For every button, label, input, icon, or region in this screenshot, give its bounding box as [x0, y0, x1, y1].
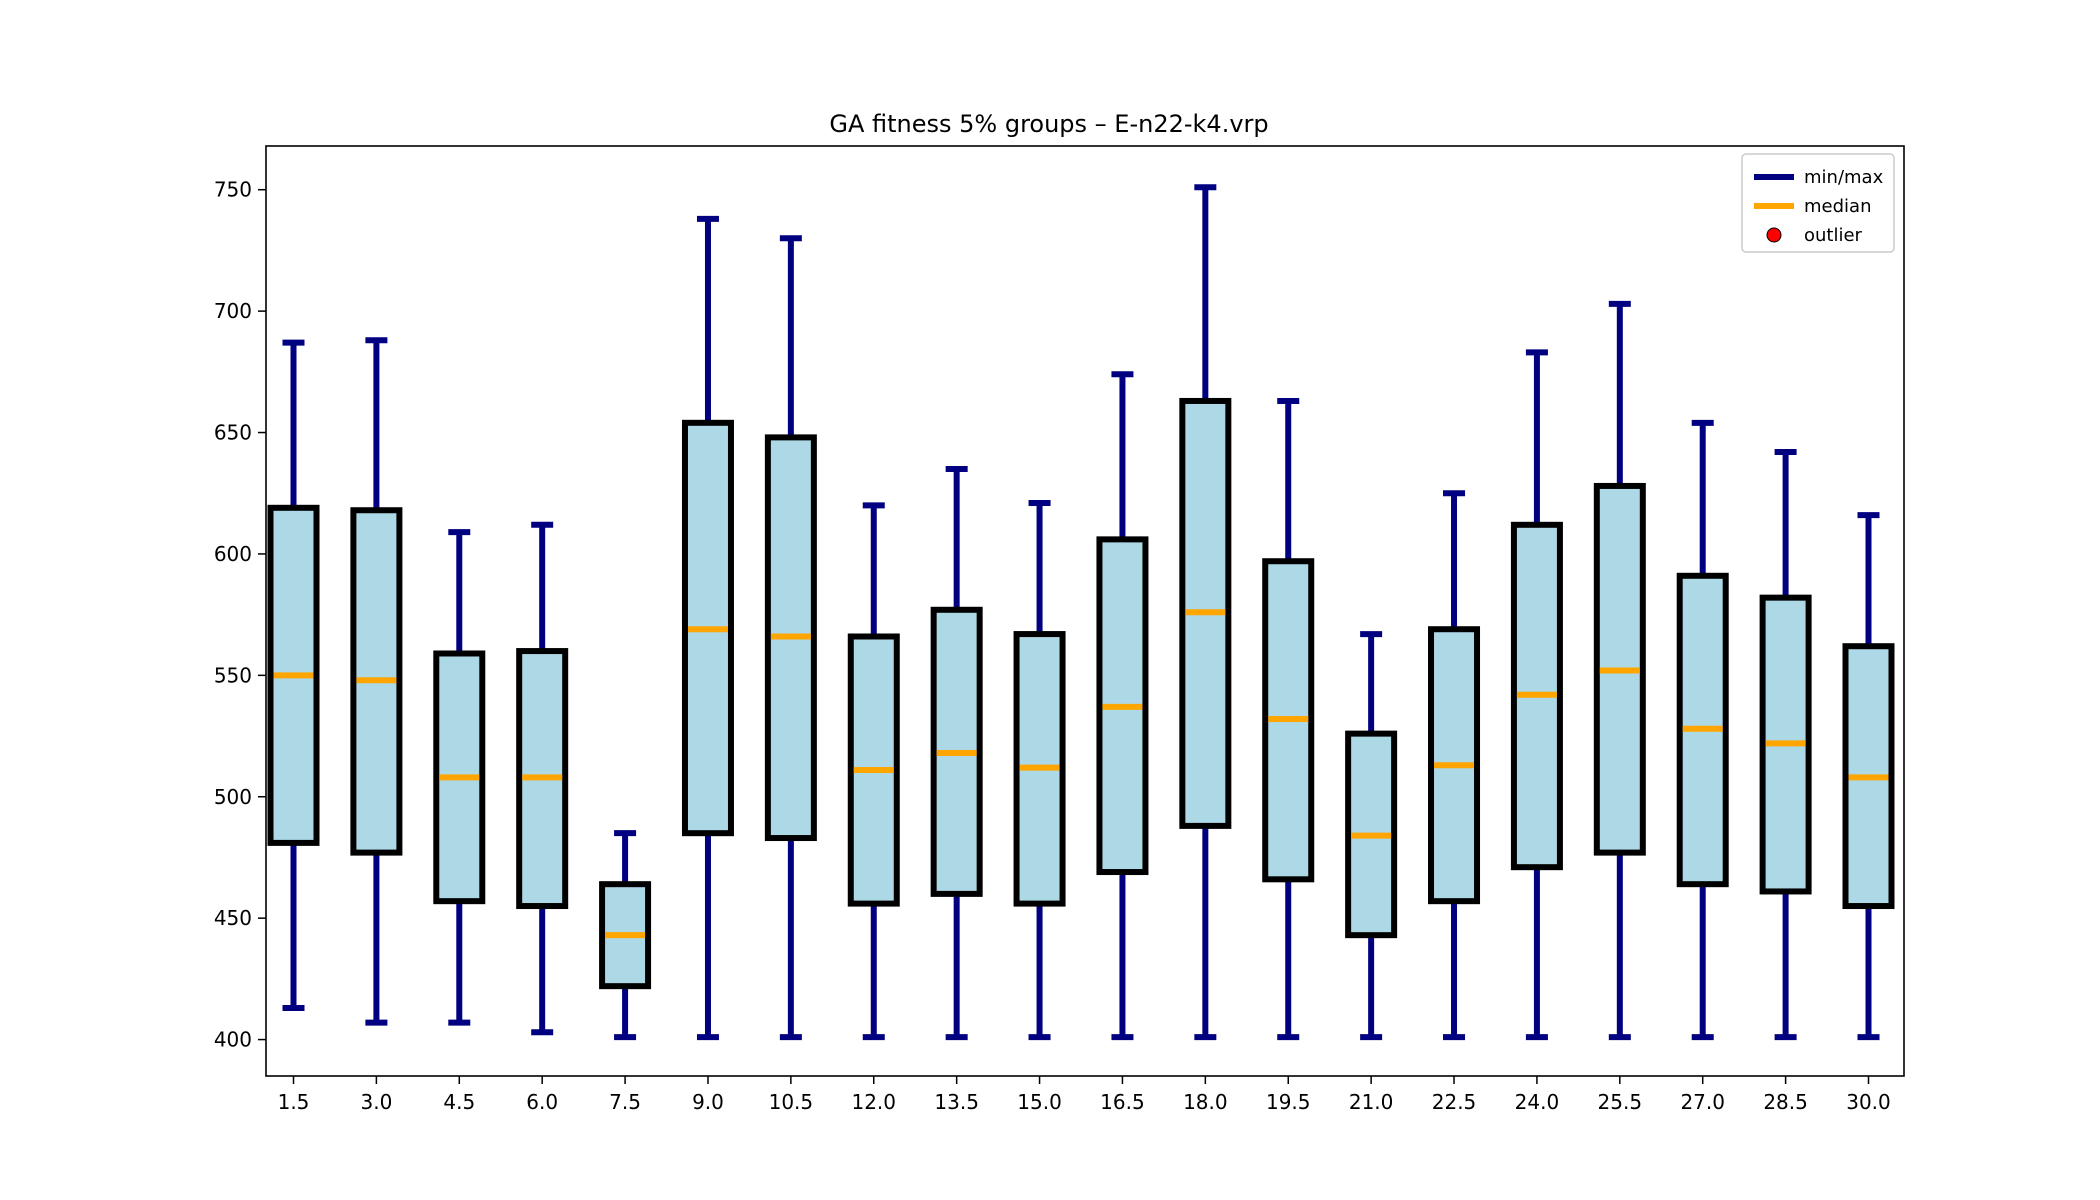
- x-tick-label: 30.0: [1846, 1090, 1891, 1114]
- x-tick-label: 12.0: [851, 1090, 896, 1114]
- y-tick-label: 750: [214, 178, 252, 202]
- x-tick-label: 13.5: [934, 1090, 979, 1114]
- y-tick-label: 600: [214, 542, 252, 566]
- x-tick-label: 15.0: [1017, 1090, 1062, 1114]
- x-tick-label: 4.5: [443, 1090, 475, 1114]
- x-tick-label: 16.5: [1100, 1090, 1145, 1114]
- box-group-24.0: [1510, 349, 1563, 1041]
- x-tick-label: 27.0: [1680, 1090, 1725, 1114]
- y-tick-label: 500: [214, 785, 252, 809]
- box-group-12.0: [847, 502, 900, 1041]
- y-tick-label: 700: [214, 299, 252, 323]
- x-tick-label: 22.5: [1432, 1090, 1477, 1114]
- box-group-7.5: [599, 830, 652, 1041]
- legend-label: min/max: [1804, 167, 1884, 188]
- x-tick-label: 25.5: [1598, 1090, 1643, 1114]
- box-group-1.5: [267, 339, 320, 1012]
- plot-frame: [265, 145, 1905, 1077]
- y-tick-label: 650: [214, 421, 252, 445]
- legend: min/max median outlier: [1741, 153, 1895, 253]
- x-tick-label: 28.5: [1763, 1090, 1808, 1114]
- x-tick-label: 24.0: [1515, 1090, 1560, 1114]
- x-tick-label: 10.5: [769, 1090, 814, 1114]
- box-group-4.5: [433, 529, 486, 1026]
- legend-swatch-outlier: [1766, 227, 1782, 243]
- box-group-19.5: [1262, 397, 1315, 1041]
- box-group-13.5: [930, 465, 983, 1041]
- box-group-3.0: [350, 337, 403, 1026]
- legend-label: outlier: [1804, 225, 1863, 246]
- x-tick-label: 21.0: [1349, 1090, 1394, 1114]
- x-tick-label: 3.0: [360, 1090, 392, 1114]
- x-tick-label: 18.0: [1183, 1090, 1228, 1114]
- box-group-25.5: [1593, 300, 1646, 1041]
- box-group-15.0: [1013, 499, 1066, 1041]
- box-group-10.5: [764, 235, 817, 1041]
- x-tick-label: 9.0: [692, 1090, 724, 1114]
- x-tick-label: 6.0: [526, 1090, 558, 1114]
- x-tick-label: 19.5: [1266, 1090, 1311, 1114]
- box-group-21.0: [1345, 631, 1398, 1041]
- y-tick-label: 550: [214, 663, 252, 687]
- box-group-18.0: [1179, 184, 1232, 1041]
- y-tick-label: 450: [214, 906, 252, 930]
- box-group-9.0: [681, 215, 734, 1041]
- x-tick-label: 1.5: [278, 1090, 310, 1114]
- plot-area: 400 450 500 550 600 650 700 750 1.5 3.0 4.5 6.0 7.5 9…: [214, 178, 1895, 1114]
- y-tick-label: 400: [214, 1028, 252, 1052]
- legend-label: median: [1804, 196, 1871, 217]
- x-tick-label: 7.5: [609, 1090, 641, 1114]
- box-group-6.0: [516, 521, 569, 1036]
- box-group-27.0: [1676, 419, 1729, 1041]
- box-group-30.0: [1842, 512, 1895, 1041]
- box-group-22.5: [1428, 490, 1481, 1041]
- box-group-16.5: [1096, 371, 1149, 1041]
- chart-title: GA fitness 5% groups – E-n22-k4.vrp: [829, 110, 1268, 138]
- box-group-28.5: [1759, 448, 1812, 1041]
